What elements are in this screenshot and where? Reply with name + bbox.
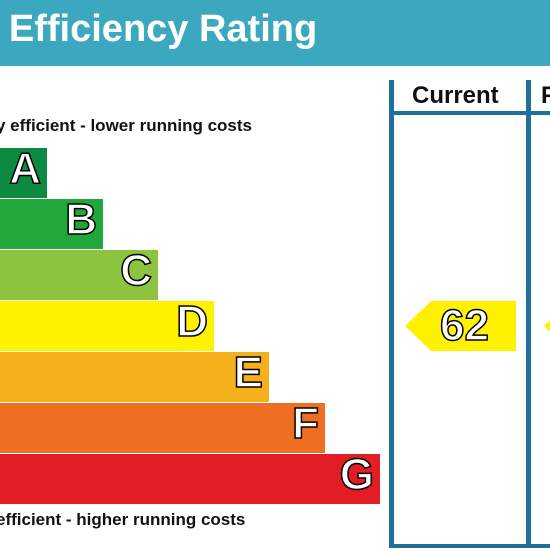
rating-bar-a: A	[0, 143, 47, 198]
rating-letter-d: D	[175, 296, 208, 347]
frame-line-middle	[526, 80, 531, 548]
rating-letter-a: A	[8, 143, 41, 194]
title-bar: gy Efficiency Rating	[0, 0, 550, 66]
current-rating-arrow: 62	[405, 300, 516, 351]
rating-bar-g: G	[0, 449, 380, 504]
potential-arrow-shape	[544, 320, 550, 332]
rating-letter-e: E	[233, 347, 264, 398]
rating-bar-f: F	[0, 398, 325, 453]
rating-letter-c: C	[119, 245, 152, 296]
column-header-potential: P	[541, 82, 550, 109]
header-divider	[389, 111, 550, 115]
rating-bar-b: B	[0, 194, 103, 249]
column-header-current: Current	[412, 82, 499, 109]
rating-letter-f: F	[291, 398, 319, 449]
rating-bar-c: C	[0, 245, 158, 300]
current-rating-value: 62	[439, 300, 489, 351]
rating-bar-e: E	[0, 347, 269, 402]
caption-bottom: efficient - higher running costs	[0, 510, 246, 529]
frame-bottom	[389, 544, 550, 548]
rating-letter-b: B	[64, 194, 97, 245]
potential-rating-arrow	[544, 301, 550, 351]
rating-letter-g: G	[339, 449, 375, 500]
rating-bar-d: D	[0, 296, 214, 351]
chart-title: gy Efficiency Rating	[0, 8, 318, 50]
caption-top: y efficient - lower running costs	[0, 116, 252, 135]
frame-line-left	[389, 80, 394, 548]
current-arrow-shape	[405, 301, 516, 351]
